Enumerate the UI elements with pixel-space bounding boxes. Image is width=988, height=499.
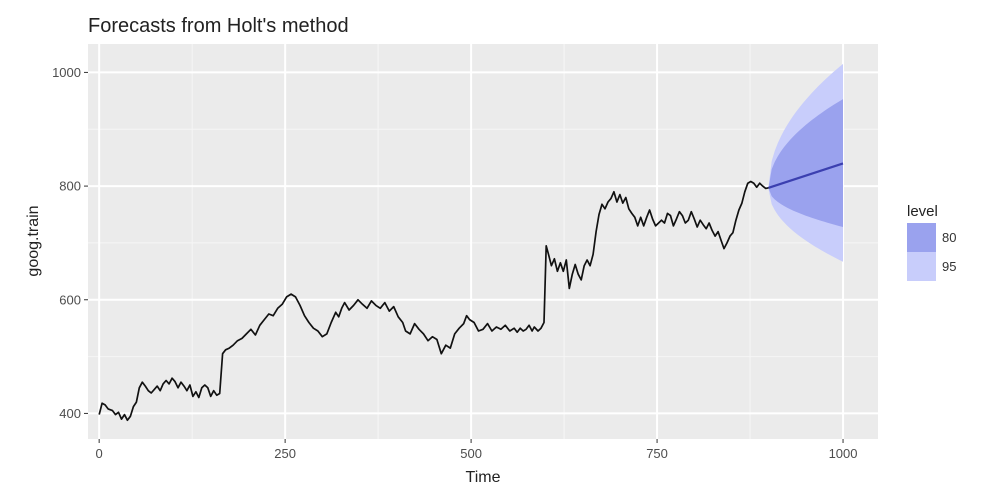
x-tick-label: 250	[274, 446, 296, 461]
y-tick-label: 1000	[52, 65, 81, 80]
y-axis-title: goog.train	[25, 205, 42, 276]
legend-label-80: 80	[942, 230, 956, 245]
legend: level 80 95	[907, 203, 956, 281]
x-tick-label: 750	[646, 446, 668, 461]
interval-band-80	[768, 99, 843, 227]
legend-label-95: 95	[942, 259, 956, 274]
legend-title: level	[907, 203, 938, 220]
forecast-line	[768, 162, 844, 189]
minor-gridlines	[88, 44, 878, 439]
legend-swatch-80	[907, 223, 936, 252]
y-tick-label: 800	[59, 179, 81, 194]
x-axis-title: Time	[466, 469, 501, 486]
plot-panel	[88, 44, 878, 439]
prediction-intervals	[768, 63, 843, 262]
x-tick-label: 0	[96, 446, 103, 461]
chart-title: Forecasts from Holt's method	[88, 15, 349, 37]
legend-swatch-95	[907, 252, 936, 281]
y-tick-label: 400	[59, 406, 81, 421]
x-tick-label: 1000	[829, 446, 858, 461]
y-tick-label: 600	[59, 292, 81, 307]
x-tick-label: 500	[460, 446, 482, 461]
observed-line	[98, 180, 769, 422]
series-lines	[98, 162, 844, 422]
x-axis-ticks: 0 250 500 750 1000	[96, 439, 858, 461]
y-axis-ticks: 400 600 800 1000	[52, 65, 88, 421]
